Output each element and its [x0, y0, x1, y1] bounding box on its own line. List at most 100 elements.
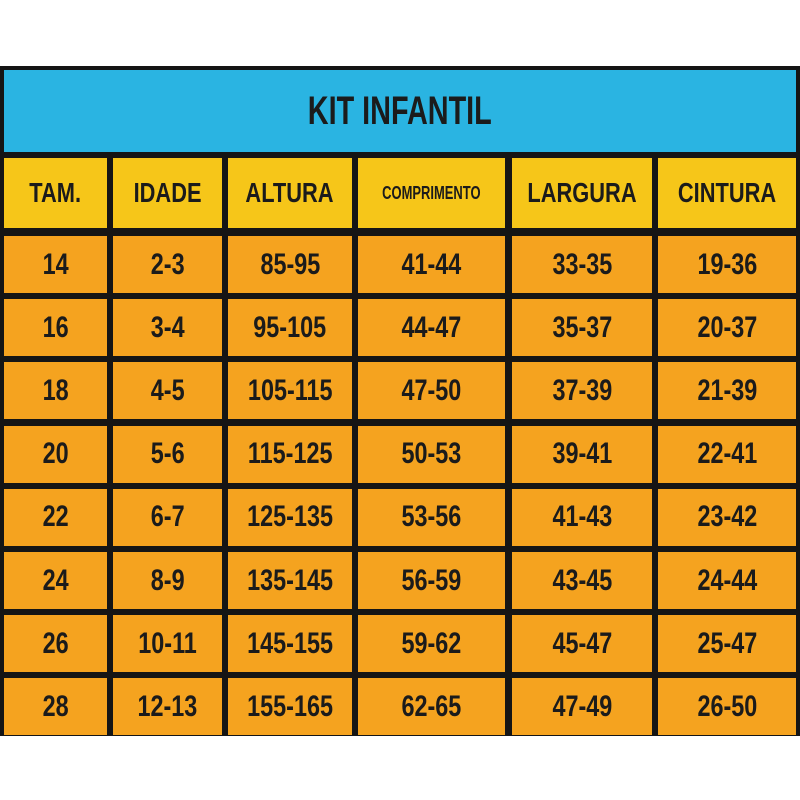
data-cell-text: 4-5 — [150, 373, 185, 407]
data-cell: 2-3 — [113, 236, 222, 293]
data-cell-text: 135-145 — [247, 563, 333, 597]
data-cell-text: 37-39 — [552, 373, 612, 407]
data-cell-text: 5-6 — [150, 437, 185, 471]
data-cell-text: 16 — [42, 310, 69, 344]
data-cell-text: 10-11 — [138, 626, 197, 660]
data-cell-text: 53-56 — [401, 500, 462, 534]
data-cell-text: 41-44 — [401, 247, 462, 281]
data-cell-text: 3-4 — [150, 310, 185, 344]
header-cell: ALTURA — [228, 158, 352, 228]
data-cell: 155-165 — [228, 678, 352, 736]
data-cell: 135-145 — [228, 552, 352, 609]
header-cell-text: LARGURA — [527, 177, 637, 208]
data-cell: 19-36 — [658, 236, 796, 293]
data-cell: 125-135 — [228, 488, 352, 546]
table-title: KIT INFANTIL — [4, 70, 796, 152]
data-cell-text: 44-47 — [401, 310, 462, 344]
data-cell: 23-42 — [658, 488, 796, 546]
data-cell-text: 155-165 — [247, 689, 333, 723]
data-cell-text: 8-9 — [150, 563, 185, 597]
data-cell: 10-11 — [113, 615, 222, 673]
data-cell: 56-59 — [358, 552, 505, 609]
data-cell: 16 — [4, 299, 107, 357]
data-cell-text: 24-44 — [697, 563, 757, 597]
data-cell: 20 — [4, 425, 107, 483]
data-cell-text: 20 — [42, 437, 69, 471]
data-cell: 24 — [4, 552, 107, 609]
data-cell: 18 — [4, 362, 107, 420]
data-cell: 28 — [4, 678, 107, 736]
data-cell: 95-105 — [228, 299, 352, 357]
data-cell: 47-49 — [512, 678, 652, 736]
data-cell-text: 12-13 — [137, 689, 198, 723]
header-cell-text: IDADE — [133, 177, 202, 208]
data-cell: 37-39 — [512, 362, 652, 420]
data-cell-text: 35-37 — [552, 310, 612, 344]
data-cell: 62-65 — [358, 678, 505, 736]
data-cell-text: 59-62 — [401, 626, 462, 660]
data-cell: 26-50 — [658, 678, 796, 736]
data-cell-text: 145-155 — [247, 626, 333, 660]
data-cell: 41-43 — [512, 488, 652, 546]
data-cell-text: 18 — [42, 373, 69, 407]
data-cell-text: 50-53 — [401, 437, 462, 471]
header-cell-text: CINTURA — [677, 177, 777, 208]
data-cell: 22 — [4, 488, 107, 546]
data-cell-text: 23-42 — [697, 500, 757, 534]
data-cell: 85-95 — [228, 236, 352, 293]
data-cell: 33-35 — [512, 236, 652, 293]
data-cell-text: 14 — [42, 247, 69, 281]
data-cell: 14 — [4, 236, 107, 293]
data-cell: 105-115 — [228, 362, 352, 420]
data-cell-text: 24 — [42, 563, 69, 597]
data-cell: 24-44 — [658, 552, 796, 609]
data-cell: 5-6 — [113, 425, 222, 483]
data-cell-text: 2-3 — [150, 247, 185, 281]
data-cell-text: 45-47 — [552, 626, 612, 660]
header-cell-text: ALTURA — [245, 177, 335, 208]
data-cell: 115-125 — [228, 425, 352, 483]
data-cell-text: 28 — [42, 689, 69, 723]
header-cell-text: COMPRIMENTO — [382, 182, 481, 203]
data-cell-text: 125-135 — [247, 500, 333, 534]
data-cell-text: 26-50 — [697, 689, 757, 723]
data-cell-text: 56-59 — [401, 563, 462, 597]
data-cell: 4-5 — [113, 362, 222, 420]
data-cell-text: 95-105 — [253, 310, 327, 344]
data-cell-text: 26 — [42, 626, 69, 660]
title-text: KIT INFANTIL — [308, 88, 492, 133]
data-cell: 20-37 — [658, 299, 796, 357]
data-cell: 22-41 — [658, 425, 796, 483]
data-cell: 44-47 — [358, 299, 505, 357]
header-cell: TAM. — [4, 158, 107, 228]
header-cell: CINTURA — [658, 158, 796, 228]
data-cell: 59-62 — [358, 615, 505, 673]
data-cell-text: 22 — [42, 500, 69, 534]
data-cell: 145-155 — [228, 615, 352, 673]
header-cell: IDADE — [113, 158, 222, 228]
data-cell-text: 20-37 — [697, 310, 757, 344]
data-cell: 50-53 — [358, 425, 505, 483]
header-cell: COMPRIMENTO — [358, 158, 505, 228]
data-cell-text: 105-115 — [247, 373, 333, 407]
data-cell-text: 47-49 — [552, 689, 612, 723]
data-cell-text: 47-50 — [401, 373, 462, 407]
data-cell-text: 22-41 — [697, 437, 757, 471]
data-cell-text: 19-36 — [697, 247, 757, 281]
data-cell-text: 85-95 — [260, 247, 320, 281]
data-cell: 35-37 — [512, 299, 652, 357]
data-cell: 26 — [4, 615, 107, 673]
data-cell-text: 115-125 — [247, 437, 333, 471]
data-cell: 12-13 — [113, 678, 222, 736]
header-cell: LARGURA — [512, 158, 652, 228]
data-cell: 8-9 — [113, 552, 222, 609]
data-cell-text: 41-43 — [552, 500, 612, 534]
data-cell-text: 6-7 — [150, 500, 185, 534]
data-cell: 21-39 — [658, 362, 796, 420]
header-cell-text: TAM. — [29, 177, 82, 208]
data-cell: 41-44 — [358, 236, 505, 293]
data-cell: 25-47 — [658, 615, 796, 673]
data-cell-text: 39-41 — [552, 437, 612, 471]
data-cell-text: 21-39 — [697, 373, 757, 407]
data-cell: 53-56 — [358, 488, 505, 546]
